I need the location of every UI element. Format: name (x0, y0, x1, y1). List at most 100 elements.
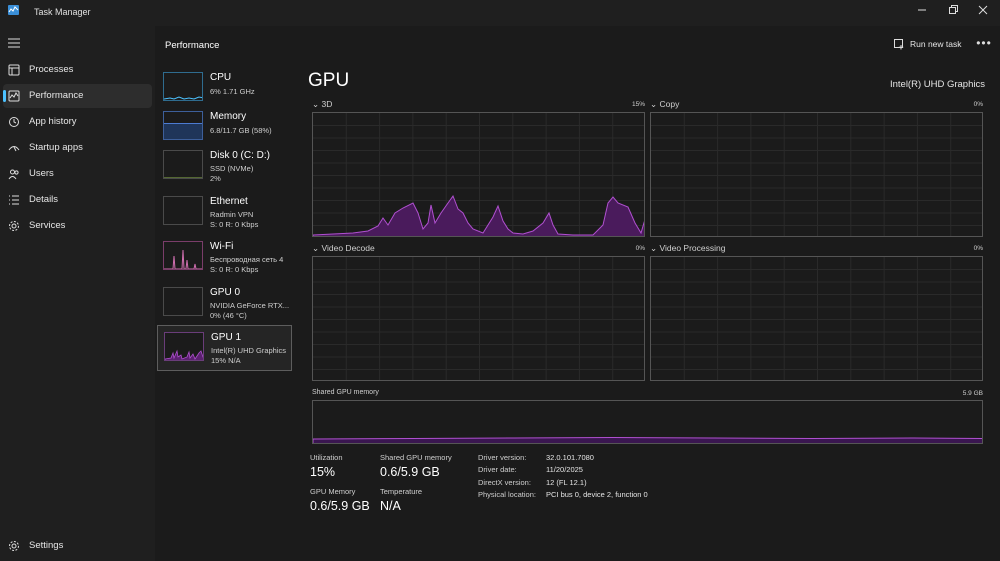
device-item-wifi[interactable]: Wi-Fi Беспроводная сеть 4 S: 0 R: 0 Kbps (157, 235, 292, 281)
utilization-value: 15% (310, 465, 336, 479)
gpu0-thumbnail (163, 287, 203, 316)
device-detail: Беспроводная сеть 4 (210, 255, 284, 264)
graph-3d (312, 112, 645, 237)
device-item-gpu-1[interactable]: GPU 1 Intel(R) UHD Graphics 15% N/A (157, 325, 292, 371)
device-item-cpu[interactable]: CPU 6% 1.71 GHz (157, 66, 292, 112)
hamburger-menu-icon[interactable] (8, 38, 20, 48)
wifi-thumbnail (163, 241, 203, 270)
cpu-thumbnail (163, 72, 203, 101)
directx-version-value: 12 (FL 12.1) (546, 478, 587, 487)
gpu-memory-value: 0.6/5.9 GB (310, 499, 370, 513)
device-item-disk[interactable]: Disk 0 (C: D:) SSD (NVMe) 2% (157, 144, 292, 190)
temperature-label: Temperature (380, 487, 423, 496)
device-detail: NVIDIA GeForce RTX... (210, 301, 290, 310)
device-detail: 6.8/11.7 GB (58%) (210, 126, 272, 135)
nav-item-processes[interactable]: Processes (3, 58, 152, 82)
minimize-icon (918, 9, 926, 11)
run-task-label: Run new task (910, 39, 962, 49)
driver-version-value: 32.0.101.7080 (546, 453, 594, 462)
cpu-mini-graph (164, 96, 202, 100)
processes-icon (8, 64, 20, 76)
task-manager-icon (8, 5, 19, 15)
nav-item-startup-apps[interactable]: Startup apps (3, 136, 152, 160)
device-item-memory[interactable]: Memory 6.8/11.7 GB (58%) (157, 105, 292, 151)
physical-location-value: PCI bus 0, device 2, function 0 (546, 490, 648, 499)
history-icon (9, 117, 19, 127)
graph-video-processing-svg (651, 257, 982, 380)
driver-version-label: Driver version: (478, 453, 527, 462)
nav-item-services[interactable]: Services (3, 214, 152, 238)
services-icon (9, 221, 19, 231)
close-icon (978, 5, 988, 15)
engine-video-processing-label[interactable]: ⌄ Video Processing (650, 243, 726, 253)
utilization-label: Utilization (310, 453, 343, 462)
gpu-detail-pane: GPU Intel(R) UHD Graphics ⌄ 3D 15% ⌄ Cop… (300, 62, 1000, 561)
device-detail: 0% (46 °C) (210, 311, 247, 320)
restore-button[interactable] (938, 0, 968, 20)
nav-item-users[interactable]: Users (3, 162, 152, 186)
engine-name: 3D (321, 99, 333, 109)
device-name: CPU (210, 72, 232, 83)
device-item-gpu-0[interactable]: GPU 0 NVIDIA GeForce RTX... 0% (46 °C) (157, 281, 292, 327)
gpu-model-name: Intel(R) UHD Graphics (889, 79, 985, 90)
memory-fill (164, 123, 202, 139)
nav-label: Services (29, 220, 66, 231)
more-options-button[interactable]: ••• (976, 36, 992, 50)
graph-shared-memory-svg (313, 436, 982, 443)
driver-date-label: Driver date: (478, 465, 517, 474)
device-name: GPU 1 (211, 332, 242, 343)
details-icon (9, 195, 19, 205)
graph-3d-svg (313, 113, 644, 236)
engine-3d-label[interactable]: ⌄ 3D (312, 99, 333, 109)
gpu1-mini-graph (165, 349, 203, 360)
engine-copy-percent: 0% (973, 101, 983, 108)
nav-item-performance[interactable]: Performance (3, 84, 152, 108)
page-title: Performance (165, 40, 220, 51)
graph-copy-svg (651, 113, 982, 236)
title-bar: Task Manager (0, 0, 1000, 26)
engine-name: Copy (659, 99, 680, 109)
startup-icon (8, 146, 20, 152)
memory-thumbnail (163, 111, 203, 140)
engine-video-decode-label[interactable]: ⌄ Video Decode (312, 243, 375, 253)
nav-item-settings[interactable]: Settings (3, 534, 152, 558)
nav-label: Details (29, 194, 59, 205)
engine-name: Video Processing (659, 243, 726, 253)
users-icon (8, 169, 19, 180)
shared-gpu-memory-value: 0.6/5.9 GB (380, 465, 440, 479)
nav-label: Users (29, 168, 54, 179)
performance-icon (8, 90, 20, 102)
run-task-icon (894, 38, 904, 49)
nav-label: Startup apps (29, 142, 83, 153)
device-detail: S: 0 R: 0 Kbps (210, 265, 259, 274)
graph-video-decode-svg (313, 257, 644, 380)
temperature-value: N/A (380, 499, 401, 513)
device-detail: 15% N/A (211, 356, 241, 365)
engine-video-processing-percent: 0% (973, 245, 983, 252)
engine-copy-label[interactable]: ⌄ Copy (650, 99, 680, 109)
graph-copy (650, 112, 983, 237)
driver-date-value: 11/20/2025 (546, 465, 583, 474)
graph-video-processing (650, 256, 983, 381)
device-detail: Intel(R) UHD Graphics (211, 346, 287, 355)
minimize-button[interactable] (907, 0, 937, 20)
device-detail: 2% (210, 174, 221, 183)
device-name: GPU 0 (210, 287, 241, 298)
device-detail: SSD (NVMe) (210, 164, 254, 173)
engine-video-decode-percent: 0% (635, 245, 645, 252)
close-button[interactable] (968, 0, 998, 20)
engine-3d-percent: 15% (631, 101, 645, 108)
device-name: Memory (210, 111, 247, 122)
nav-item-details[interactable]: Details (3, 188, 152, 212)
device-detail: 6% 1.71 GHz (210, 87, 255, 96)
run-new-task-button[interactable]: Run new task (894, 36, 962, 52)
nav-label: Processes (29, 64, 74, 75)
device-item-ethernet[interactable]: Ethernet Radmin VPN S: 0 R: 0 Kbps (157, 190, 292, 236)
device-name: Wi-Fi (210, 241, 234, 252)
header-bar: Performance Run new task ••• (155, 26, 1000, 62)
nav-item-app-history[interactable]: App history (3, 110, 152, 134)
shared-memory-max: 5.9 GB (962, 390, 983, 397)
physical-location-label: Physical location: (478, 490, 536, 499)
shared-gpu-memory-label: Shared GPU memory (380, 453, 452, 462)
engine-name: Video Decode (321, 243, 375, 253)
